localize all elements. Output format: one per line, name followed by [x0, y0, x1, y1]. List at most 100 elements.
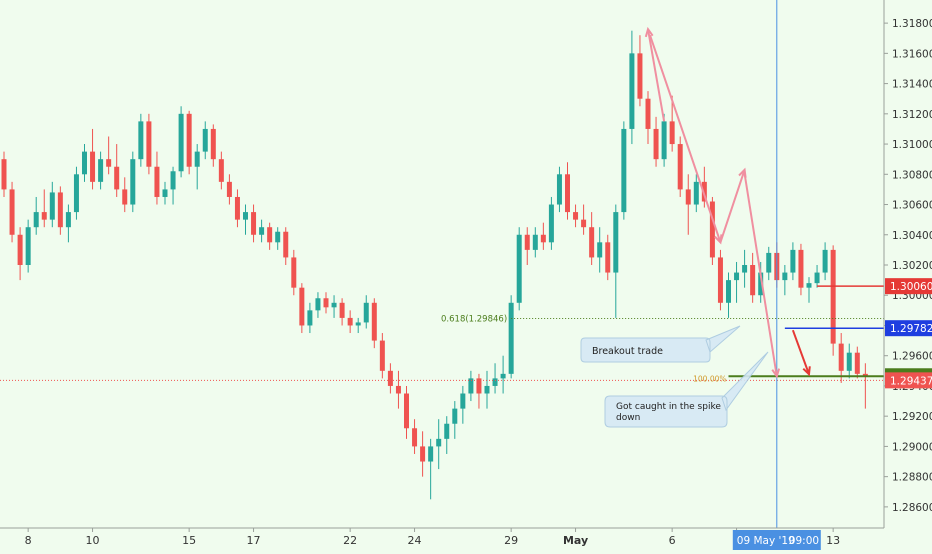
candle: [114, 144, 120, 197]
crosshair-time-bg: [732, 530, 821, 550]
candle: [806, 277, 812, 303]
candle: [613, 204, 619, 318]
candle: [355, 317, 361, 334]
candle: [750, 252, 756, 303]
candle: [653, 116, 659, 167]
candle: [202, 121, 208, 160]
candle: [709, 196, 715, 265]
x-tick-label: 29: [504, 534, 518, 547]
candle-body: [57, 192, 63, 228]
candle: [178, 106, 184, 178]
candle-body: [178, 113, 184, 172]
candle-body: [291, 257, 297, 288]
candle: [210, 124, 216, 167]
candle-body: [669, 121, 675, 145]
candle-body: [9, 189, 15, 235]
candle: [17, 227, 23, 281]
candle-body: [701, 181, 707, 202]
trend-arrow-up-1-head: [644, 26, 654, 38]
candle-body: [838, 343, 844, 371]
candle: [194, 144, 200, 190]
candle: [621, 121, 627, 220]
candle-body: [605, 242, 611, 273]
y-tick-label: 1.31800: [892, 18, 932, 30]
candle-body: [798, 249, 804, 288]
callout-breakout: Breakout trade: [580, 325, 741, 363]
candle-body: [709, 201, 715, 258]
candle-body: [589, 227, 595, 258]
candle-body: [267, 227, 273, 243]
candle-body: [573, 212, 579, 220]
candle-body: [90, 151, 96, 182]
candle-body: [395, 385, 401, 394]
candle: [798, 243, 804, 296]
candle-body: [65, 212, 71, 228]
candle-body: [790, 249, 796, 273]
candle: [138, 113, 144, 167]
y-tick-label: 1.28800: [892, 472, 932, 484]
candle: [122, 177, 128, 213]
y-tick-label: 1.28600: [892, 502, 932, 514]
candle-body: [830, 249, 836, 344]
candle: [838, 333, 844, 383]
candle: [1, 151, 7, 197]
candle: [25, 219, 31, 273]
candle-body: [138, 121, 144, 160]
candle: [661, 113, 667, 167]
y-tick-label: 1.31000: [892, 139, 932, 151]
candle-body: [323, 298, 329, 308]
candles-layer: [1, 30, 868, 500]
candle-body: [814, 272, 820, 284]
candle: [734, 261, 740, 303]
candle-body: [17, 234, 23, 265]
candle: [395, 370, 401, 409]
price-label-text: 1.30060: [890, 281, 932, 293]
candle: [90, 128, 96, 190]
candle-body: [331, 302, 337, 308]
candle-body: [146, 121, 152, 167]
price-label-1.29782: 1.29782: [885, 320, 932, 337]
x-tick-label: May: [563, 534, 588, 547]
candle-body: [347, 317, 353, 326]
x-tick-label: 6: [669, 534, 676, 547]
y-tick-label: 1.29000: [892, 441, 932, 453]
candle-body: [645, 98, 651, 129]
trend-arrow-down-2: [743, 173, 778, 377]
fib-100-label: 100.00%: [693, 374, 726, 383]
candle-body: [154, 166, 160, 197]
candle: [412, 419, 418, 454]
candle-body: [854, 352, 860, 374]
candle-body: [476, 378, 482, 394]
y-tick-label: 1.31600: [892, 48, 932, 60]
candle-body: [404, 393, 409, 429]
candle-body: [420, 446, 426, 462]
candle: [299, 283, 305, 334]
candle-body: [750, 265, 756, 296]
candle-body: [565, 174, 570, 213]
candle-body: [259, 227, 265, 235]
candle-body: [387, 370, 393, 386]
crosshair-date-text: 09 May '19: [737, 535, 795, 547]
price-label-text: 1.29437: [890, 375, 932, 387]
candle: [589, 212, 595, 265]
price-label-1.30060: 1.30060: [885, 278, 932, 295]
candle: [331, 295, 337, 318]
candle-body: [693, 181, 699, 205]
candle-body: [629, 53, 635, 129]
y-tick-label: 1.30200: [892, 260, 932, 272]
candle: [259, 219, 265, 243]
candle: [822, 242, 828, 281]
candle: [830, 245, 836, 356]
x-tick-label: 17: [247, 534, 261, 547]
candle: [33, 196, 39, 235]
candle-body: [283, 231, 289, 258]
candle-body: [758, 272, 764, 296]
candle: [275, 227, 281, 250]
candle-body: [597, 242, 603, 258]
candle: [701, 166, 707, 208]
candle-body: [484, 385, 490, 394]
candle: [404, 385, 409, 439]
fib-618-label: 0.618(1.29846): [441, 315, 507, 325]
